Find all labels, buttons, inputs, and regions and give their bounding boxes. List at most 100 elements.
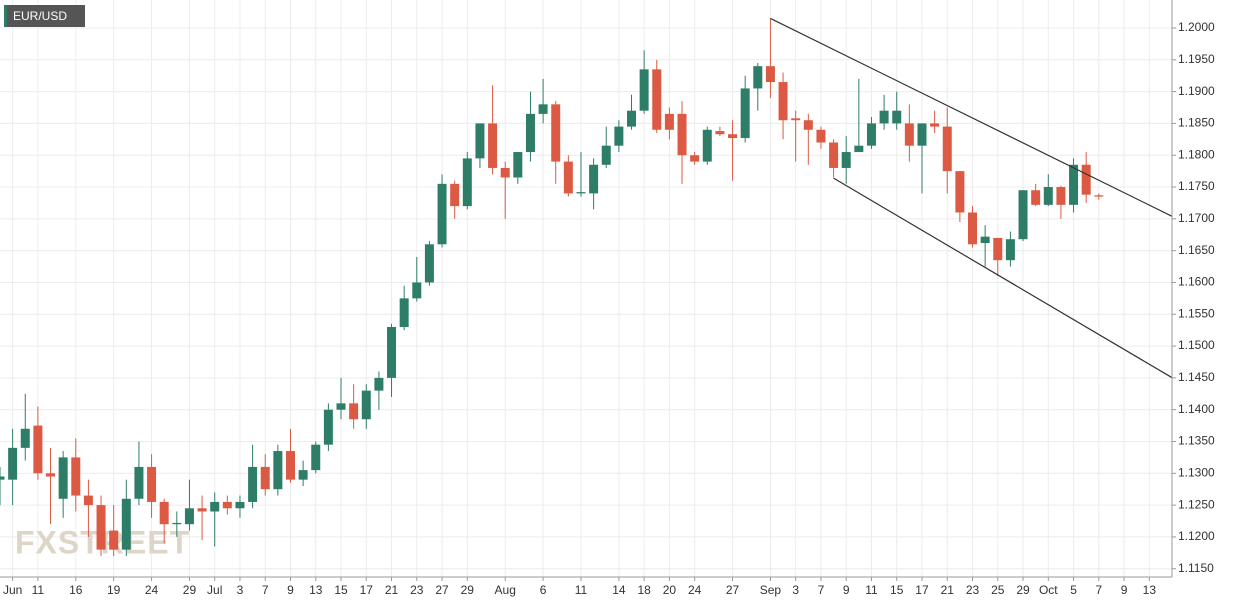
trend-line bbox=[770, 17, 1172, 217]
candle-body bbox=[1094, 195, 1104, 197]
x-tick-label: 27 bbox=[726, 583, 740, 597]
candle-body bbox=[121, 498, 131, 550]
candle-body bbox=[740, 88, 750, 139]
grid bbox=[0, 0, 1172, 577]
x-tick-label: 20 bbox=[663, 583, 677, 597]
candle-body bbox=[159, 501, 169, 525]
candle-body bbox=[424, 244, 434, 283]
candle-body bbox=[361, 390, 371, 420]
candle-body bbox=[298, 470, 308, 480]
x-tick-label: 29 bbox=[461, 583, 475, 597]
x-tick-label: 6 bbox=[540, 583, 547, 597]
candle-body bbox=[677, 113, 687, 156]
candle-body bbox=[854, 145, 864, 153]
x-tick-label: 16 bbox=[69, 583, 83, 597]
x-tick-label: 18 bbox=[637, 583, 651, 597]
x-tick-label: 29 bbox=[183, 583, 197, 597]
candle-body bbox=[336, 403, 346, 410]
y-tick-label: 1.1350 bbox=[1178, 434, 1215, 448]
x-tick-label: 7 bbox=[1095, 583, 1102, 597]
x-tick-label: Aug bbox=[495, 583, 516, 597]
candle-body bbox=[437, 183, 447, 245]
candle-body bbox=[728, 134, 738, 139]
candle-body bbox=[930, 123, 940, 127]
x-tick-label: 29 bbox=[1016, 583, 1030, 597]
candle-body bbox=[33, 425, 43, 474]
x-tick-label: 15 bbox=[334, 583, 348, 597]
candle-body bbox=[462, 158, 472, 207]
candle-body bbox=[1005, 239, 1015, 261]
x-tick-label: Jun bbox=[3, 583, 22, 597]
candle-body bbox=[563, 161, 573, 194]
candle-body bbox=[285, 451, 295, 480]
candle-body bbox=[525, 113, 535, 153]
candle-body bbox=[538, 104, 548, 114]
y-tick-label: 1.1700 bbox=[1178, 211, 1215, 225]
candle-body bbox=[968, 212, 978, 245]
candle-body bbox=[589, 164, 599, 194]
candle-body bbox=[1081, 164, 1091, 195]
x-tick-label: 9 bbox=[1121, 583, 1128, 597]
candle-body bbox=[500, 167, 510, 178]
candle-body bbox=[778, 82, 788, 121]
y-tick-label: 1.1250 bbox=[1178, 497, 1215, 511]
x-tick-label: 13 bbox=[309, 583, 323, 597]
candle-body bbox=[20, 428, 30, 448]
candle-body bbox=[96, 505, 106, 550]
x-tick-label: 24 bbox=[145, 583, 159, 597]
candle-body bbox=[816, 129, 826, 143]
candle-body bbox=[652, 69, 662, 130]
candle-body bbox=[942, 126, 952, 172]
candle-body bbox=[614, 126, 624, 146]
chart-title: EUR/USD bbox=[13, 9, 67, 23]
x-tick-label: 11 bbox=[575, 583, 588, 597]
x-tick-label: Jul bbox=[207, 583, 222, 597]
candle-body bbox=[1056, 187, 1066, 205]
x-tick-label: 15 bbox=[890, 583, 904, 597]
candle-body bbox=[450, 183, 460, 207]
y-tick-label: 1.1950 bbox=[1178, 52, 1215, 66]
x-tick-label: Sep bbox=[760, 583, 782, 597]
candle-body bbox=[273, 451, 283, 490]
candle-body bbox=[993, 237, 1003, 261]
candle-body bbox=[955, 171, 965, 213]
candle-body bbox=[210, 501, 220, 512]
candle-body bbox=[1031, 190, 1041, 205]
x-tick-label: 19 bbox=[107, 583, 121, 597]
candle-body bbox=[1069, 164, 1079, 205]
trend-line bbox=[833, 177, 1172, 379]
candle-body bbox=[664, 113, 674, 130]
y-tick-label: 1.1450 bbox=[1178, 370, 1215, 384]
candle-body bbox=[715, 131, 725, 135]
x-tick-label: 3 bbox=[237, 583, 244, 597]
x-tick-label: 21 bbox=[385, 583, 399, 597]
candle-body bbox=[601, 145, 611, 165]
candle-body bbox=[197, 508, 207, 512]
candle-body bbox=[892, 110, 902, 124]
candle-body bbox=[488, 123, 498, 168]
x-tick-label: 17 bbox=[360, 583, 374, 597]
x-tick-label: 7 bbox=[818, 583, 825, 597]
x-tick-label: Oct bbox=[1039, 583, 1058, 597]
candle-body bbox=[513, 152, 523, 178]
candle-body bbox=[917, 123, 927, 146]
x-tick-label: 7 bbox=[262, 583, 269, 597]
candle-body bbox=[109, 530, 119, 550]
candle-body bbox=[879, 110, 889, 124]
candle-body bbox=[576, 192, 586, 194]
candle-body bbox=[753, 66, 763, 89]
candle-body bbox=[1043, 187, 1053, 205]
candle-body bbox=[904, 123, 914, 146]
x-tick-label: 27 bbox=[435, 583, 449, 597]
y-tick-label: 1.1800 bbox=[1178, 147, 1215, 161]
y-tick-label: 1.1300 bbox=[1178, 465, 1215, 479]
candle-body bbox=[311, 444, 321, 471]
legend-accent bbox=[4, 5, 7, 27]
x-tick-label: 21 bbox=[941, 583, 955, 597]
candle-body bbox=[412, 282, 422, 299]
x-tick-label: 9 bbox=[287, 583, 294, 597]
y-tick-label: 1.1500 bbox=[1178, 338, 1215, 352]
legend-box bbox=[4, 5, 85, 27]
